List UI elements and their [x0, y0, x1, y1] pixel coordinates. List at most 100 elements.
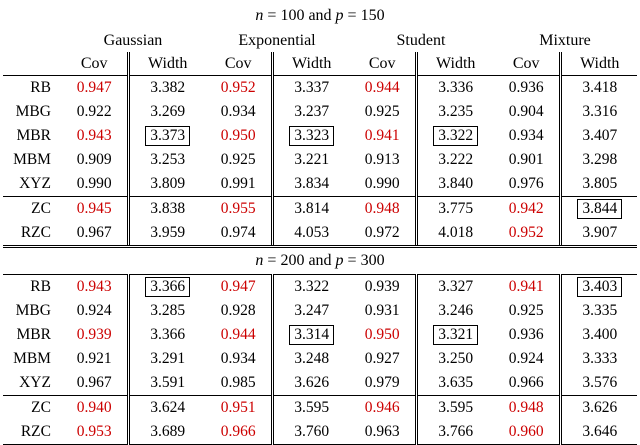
boxed-best-width: 3.322 [433, 126, 479, 146]
method-label: MBM [13, 350, 51, 368]
width-value: 3.235 [415, 100, 493, 124]
width-column-header: Width [127, 52, 205, 76]
data-row: MBG 0.924 3.285 0.928 3.247 0.931 3.246 0.925 3.… [3, 299, 638, 323]
data-row: MBM 0.909 3.253 0.925 3.221 0.913 3.222 0.901 3.… [3, 148, 638, 172]
coverage-value: 0.991 [220, 175, 256, 193]
table2-title-mid: = 200 and [263, 252, 336, 270]
coverage-value: 0.925 [364, 103, 400, 121]
coverage-value: 0.946 [348, 395, 417, 420]
coverage-value: 0.966 [204, 420, 273, 445]
width-value: 3.221 [271, 148, 349, 172]
math-var-n: n [255, 252, 264, 270]
coverage-value: 0.951 [204, 395, 273, 420]
coverage-value: 0.913 [364, 151, 400, 169]
coverage-value: 0.943 [76, 278, 112, 296]
coverage-value: 0.974 [204, 221, 273, 248]
width-value: 3.323 [271, 124, 349, 148]
width-value: 3.907 [559, 221, 638, 248]
width-value: 3.400 [559, 323, 638, 347]
method-label: ZC [2, 196, 61, 221]
width-value: 3.382 [127, 75, 205, 100]
width-value: 3.840 [415, 172, 493, 197]
width-column-header: Width [559, 52, 638, 76]
coverage-value: 0.942 [492, 196, 561, 221]
width-value: 3.595 [415, 395, 493, 420]
width-value: 3.285 [127, 299, 205, 323]
coverage-value: 0.909 [76, 151, 112, 169]
method-label: MBR [16, 127, 51, 145]
width-value: 3.322 [415, 124, 493, 148]
coverage-value: 0.976 [508, 175, 544, 193]
coverage-value: 0.967 [60, 221, 129, 248]
data-row: RB 0.947 3.382 0.952 3.337 0.944 3.336 0.936 3.4… [3, 75, 638, 100]
data-row: XYZ 0.967 3.591 0.985 3.626 0.979 3.635 0.966 3.… [3, 371, 638, 396]
width-value: 3.626 [559, 395, 638, 420]
method-label: RB [30, 79, 51, 97]
width-value: 3.766 [415, 420, 493, 445]
coverage-value: 0.950 [220, 127, 256, 145]
width-value: 3.314 [271, 323, 349, 347]
table1-title: n = 100 and p = 150 [3, 3, 637, 29]
group-header-exponential: Exponential [238, 31, 316, 49]
method-label: MBM [13, 151, 51, 169]
width-value: 3.298 [559, 148, 638, 172]
width-value: 3.591 [127, 371, 205, 396]
data-row: MBR 0.939 3.366 0.944 3.314 0.950 3.321 0.936 3.… [3, 323, 638, 347]
width-value: 4.018 [415, 221, 493, 248]
coverage-value: 0.939 [364, 278, 400, 296]
coverage-value: 0.950 [364, 326, 400, 344]
coverage-value: 0.924 [508, 350, 544, 368]
width-value: 3.834 [271, 172, 349, 197]
width-column-header: Width [271, 52, 349, 76]
coverage-value: 0.967 [76, 374, 112, 392]
coverage-value: 0.931 [364, 302, 400, 320]
width-value: 3.237 [271, 100, 349, 124]
coverage-value: 0.985 [220, 374, 256, 392]
cov-column-header: Cov [60, 52, 129, 76]
coverage-value: 0.963 [348, 420, 417, 445]
group-header-student: Student [396, 31, 446, 49]
table1-title-row: n = 100 and p = 150 [3, 3, 637, 29]
width-value: 3.595 [271, 395, 349, 420]
method-label: ZC [2, 395, 61, 420]
width-value: 3.809 [127, 172, 205, 197]
width-value: 3.246 [415, 299, 493, 323]
width-value: 3.322 [271, 274, 349, 299]
coverage-value: 0.947 [220, 278, 256, 296]
coverage-value: 0.948 [492, 395, 561, 420]
coverage-value: 0.925 [508, 302, 544, 320]
width-value: 3.626 [271, 371, 349, 396]
width-value: 3.366 [127, 323, 205, 347]
coverage-value: 0.941 [508, 278, 544, 296]
coverage-value: 0.940 [60, 395, 129, 420]
coverage-value: 0.944 [364, 79, 400, 97]
width-value: 3.805 [559, 172, 638, 197]
math-var-p: p [335, 252, 344, 270]
table1-title-end: = 150 [343, 7, 385, 25]
width-value: 3.407 [559, 124, 638, 148]
coverage-value: 0.936 [508, 79, 544, 97]
data-row: MBM 0.921 3.291 0.934 3.248 0.927 3.250 0.924 3.… [3, 347, 638, 371]
coverage-value: 0.927 [364, 350, 400, 368]
width-value: 3.959 [127, 221, 205, 248]
coverage-value: 0.990 [364, 175, 400, 193]
width-value: 3.250 [415, 347, 493, 371]
table1-header-section: n = 100 and p = 150 Gaussian Exponential… [2, 3, 638, 76]
coverage-value: 0.948 [348, 196, 417, 221]
boxed-best-width: 3.314 [289, 325, 335, 345]
width-value: 3.222 [415, 148, 493, 172]
coverage-value: 0.904 [508, 103, 544, 121]
width-value: 3.366 [127, 274, 205, 299]
width-value: 3.337 [271, 75, 349, 100]
width-value: 3.760 [271, 420, 349, 445]
method-label: RZC [2, 420, 61, 445]
width-value: 4.053 [271, 221, 349, 248]
width-value: 3.635 [415, 371, 493, 396]
coverage-value: 0.944 [220, 326, 256, 344]
width-value: 3.418 [559, 75, 638, 100]
coverage-value: 0.960 [492, 420, 561, 445]
coverage-value: 0.934 [220, 350, 256, 368]
data-row: MBG 0.922 3.269 0.934 3.237 0.925 3.235 0.904 3.… [3, 100, 638, 124]
math-var-n: n [255, 7, 264, 25]
